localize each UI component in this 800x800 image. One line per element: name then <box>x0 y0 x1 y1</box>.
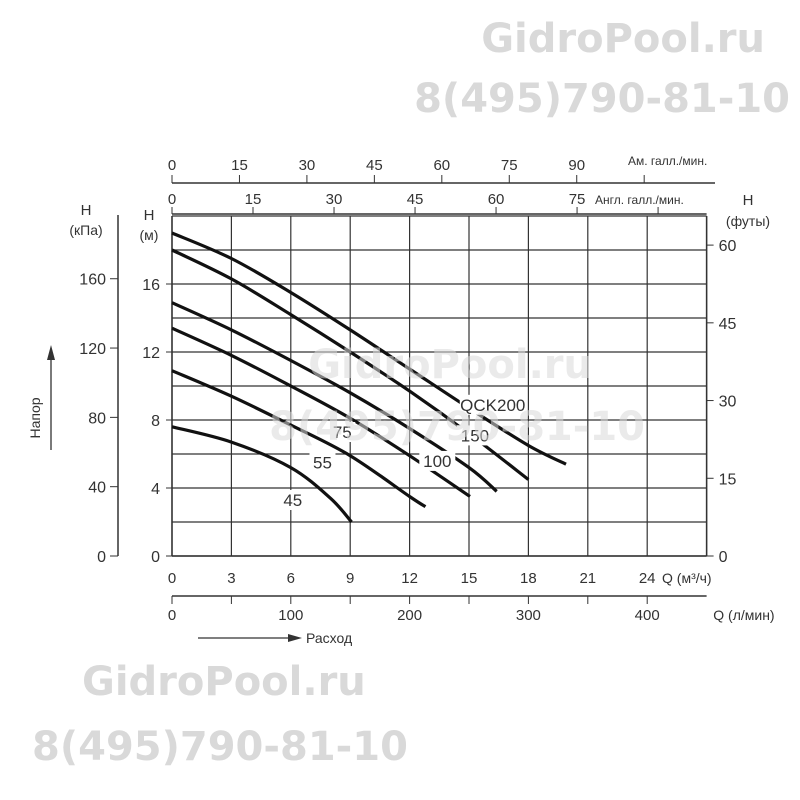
x-tick-label-us-gpm: 15 <box>231 157 248 174</box>
head-arrow-icon <box>47 345 55 360</box>
x-tick-label: 15 <box>461 570 478 587</box>
x-axis-label: Q (м³/ч) <box>662 570 712 586</box>
watermark-site-bottom: GidroPool.ru <box>82 659 366 705</box>
y-tick-label-kpa: 160 <box>79 272 106 289</box>
x-axis-label-lpm: Q (л/мин) <box>713 607 774 623</box>
curve-label-bg <box>419 450 456 471</box>
x-tick-label-uk-gpm: 45 <box>407 191 424 208</box>
x-tick-label-us-gpm: 75 <box>501 157 518 174</box>
curve-label-75: 75 <box>333 423 352 442</box>
y-tick-label-feet: 0 <box>719 549 728 566</box>
x-axis-label-us-gpm: Ам. галл./мин. <box>628 154 707 168</box>
curve-label-150: 150 <box>461 426 489 445</box>
x-tick-label-us-gpm: 90 <box>568 157 585 174</box>
x-tick-label-lpm: 100 <box>278 607 303 624</box>
y-tick-label: 0 <box>151 549 160 566</box>
y-tick-label-kpa: 40 <box>88 480 106 497</box>
y-axis-label-m: H <box>144 207 155 224</box>
y-tick-label: 12 <box>142 345 160 362</box>
watermark-site-middle: GidroPool.ru <box>308 342 592 388</box>
x-tick-label: 9 <box>346 570 354 587</box>
flow-arrow-icon <box>288 634 302 642</box>
curve-55 <box>171 369 427 509</box>
curve-label-bg <box>459 394 526 415</box>
curve-100 <box>171 301 498 493</box>
x-axis-label-uk-gpm: Англ. галл./мин. <box>595 193 684 207</box>
y-tick-label: 4 <box>151 481 160 498</box>
watermark-phone-top: 8(495)790-81-10 <box>414 76 790 122</box>
curve-label-bg <box>309 452 336 473</box>
y-tick-label-kpa: 0 <box>97 549 106 566</box>
x-tick-label-uk-gpm: 75 <box>569 191 586 208</box>
curve-label-100: 100 <box>423 452 451 471</box>
x-tick-label-lpm: 200 <box>397 607 422 624</box>
y-axis-unit-feet: (футы) <box>726 213 770 229</box>
y-tick-label-feet: 45 <box>719 316 737 333</box>
x-tick-label-uk-gpm: 60 <box>488 191 505 208</box>
watermark-site-top: GidroPool.ru <box>481 16 765 62</box>
y-axis-label-feet: H <box>743 192 754 209</box>
x-tick-label: 12 <box>401 570 418 587</box>
y-tick-label-kpa: 120 <box>79 341 106 358</box>
y-tick-label-feet: 15 <box>719 471 737 488</box>
x-tick-label-uk-gpm: 0 <box>168 191 176 208</box>
x-tick-label-us-gpm: 0 <box>168 157 176 174</box>
curve-qck200 <box>171 231 567 466</box>
x-tick-label-lpm: 400 <box>635 607 660 624</box>
curve-label-bg <box>456 425 493 446</box>
curve-45 <box>171 425 353 524</box>
x-tick-label-us-gpm: 60 <box>433 157 450 174</box>
x-tick-label-lpm: 0 <box>168 607 176 624</box>
curve-label-bg <box>279 490 306 510</box>
curve-75 <box>171 326 471 498</box>
y-tick-label-feet: 30 <box>719 394 737 411</box>
y-axis-unit-m: (м) <box>140 227 159 243</box>
x-tick-label: 18 <box>520 570 537 587</box>
watermark-phone-middle: 8(495)790-81-10 <box>269 404 645 450</box>
y-tick-label-feet: 60 <box>719 238 737 255</box>
x-tick-label: 3 <box>227 570 235 587</box>
x-tick-label-lpm: 300 <box>516 607 541 624</box>
x-tick-label: 6 <box>287 570 295 587</box>
x-tick-label-us-gpm: 45 <box>366 157 383 174</box>
x-axis-title: Расход <box>306 630 352 646</box>
x-tick-label: 24 <box>639 570 656 587</box>
watermark-phone-bottom: 8(495)790-81-10 <box>32 724 408 770</box>
y-axis-label-kpa: H <box>81 202 92 219</box>
curve-label-bg <box>329 422 356 442</box>
y-tick-label: 16 <box>142 277 160 294</box>
x-tick-label: 21 <box>579 570 596 587</box>
curve-label-qck200: QCK200 <box>460 396 525 415</box>
y-tick-label: 8 <box>151 413 160 430</box>
x-tick-label-us-gpm: 30 <box>299 157 316 174</box>
curve-label-55: 55 <box>313 454 332 473</box>
x-tick-label-uk-gpm: 15 <box>245 191 262 208</box>
curve-label-45: 45 <box>283 491 302 510</box>
x-tick-label: 0 <box>168 570 176 587</box>
y-axis-unit-kpa: (кПа) <box>69 222 102 238</box>
x-tick-label-uk-gpm: 30 <box>326 191 343 208</box>
y-tick-label-kpa: 80 <box>88 410 106 427</box>
y-axis-title: Напор <box>27 397 43 438</box>
